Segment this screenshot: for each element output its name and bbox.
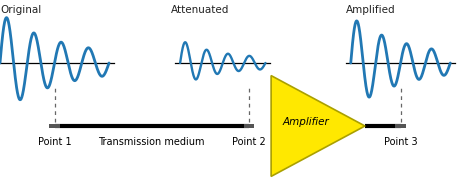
Text: Point 3: Point 3 (384, 137, 417, 147)
FancyBboxPatch shape (49, 124, 60, 128)
Text: Point 1: Point 1 (38, 137, 71, 147)
FancyBboxPatch shape (244, 124, 254, 128)
Text: Transmission medium: Transmission medium (99, 137, 205, 147)
Text: Point 2: Point 2 (232, 137, 266, 147)
Text: Original: Original (0, 5, 41, 15)
Polygon shape (271, 76, 365, 176)
FancyBboxPatch shape (395, 124, 406, 128)
Text: Amplified: Amplified (346, 5, 396, 15)
Text: Attenuated: Attenuated (171, 5, 229, 15)
Text: Amplifier: Amplifier (283, 117, 330, 127)
